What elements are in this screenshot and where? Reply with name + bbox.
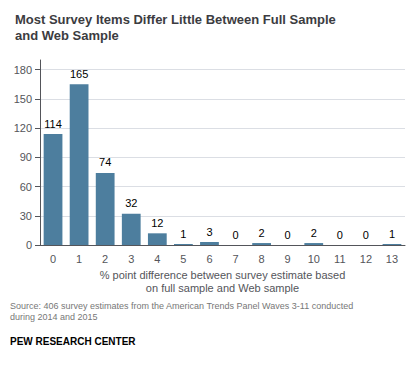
svg-text:during 2014 and 2015: during 2014 and 2015	[10, 312, 98, 322]
svg-text:3: 3	[128, 253, 134, 265]
svg-text:0: 0	[232, 229, 238, 241]
svg-text:13: 13	[386, 253, 398, 265]
svg-text:12: 12	[360, 253, 372, 265]
svg-text:60: 60	[20, 181, 32, 193]
svg-text:114: 114	[44, 118, 62, 130]
svg-text:180: 180	[14, 64, 32, 76]
svg-text:1: 1	[389, 228, 395, 240]
svg-text:9: 9	[285, 253, 291, 265]
svg-text:0: 0	[363, 229, 369, 241]
svg-text:1: 1	[180, 228, 186, 240]
svg-text:120: 120	[14, 122, 32, 134]
svg-text:10: 10	[308, 253, 320, 265]
svg-text:90: 90	[20, 151, 32, 163]
svg-text:on full sample and Web sample: on full sample and Web sample	[146, 282, 299, 294]
svg-text:0: 0	[285, 229, 291, 241]
svg-text:7: 7	[232, 253, 238, 265]
svg-text:11: 11	[334, 253, 345, 265]
svg-text:165: 165	[70, 68, 88, 80]
svg-text:Source: 406 survey estimates f: Source: 406 survey estimates from the Am…	[10, 301, 353, 311]
svg-text:74: 74	[99, 156, 111, 168]
svg-text:2: 2	[259, 227, 265, 239]
svg-text:1: 1	[76, 253, 82, 265]
svg-text:8: 8	[259, 253, 265, 265]
svg-text:5: 5	[180, 253, 186, 265]
svg-text:2: 2	[311, 227, 317, 239]
svg-text:32: 32	[125, 197, 137, 209]
svg-text:% point difference between sur: % point difference between survey estima…	[100, 269, 346, 281]
svg-text:6: 6	[206, 253, 212, 265]
svg-text:4: 4	[154, 253, 160, 265]
svg-text:PEW RESEARCH CENTER: PEW RESEARCH CENTER	[10, 336, 136, 347]
svg-text:2: 2	[102, 253, 108, 265]
svg-text:3: 3	[206, 226, 212, 238]
svg-text:30: 30	[20, 210, 32, 222]
svg-text:150: 150	[14, 93, 32, 105]
svg-text:Most Survey Items Differ Littl: Most Survey Items Differ Little Between …	[15, 12, 336, 27]
svg-text:0: 0	[337, 229, 343, 241]
svg-text:0: 0	[50, 253, 56, 265]
svg-text:12: 12	[151, 217, 163, 229]
svg-text:0: 0	[26, 239, 32, 251]
svg-text:and Web Sample: and Web Sample	[15, 28, 119, 43]
